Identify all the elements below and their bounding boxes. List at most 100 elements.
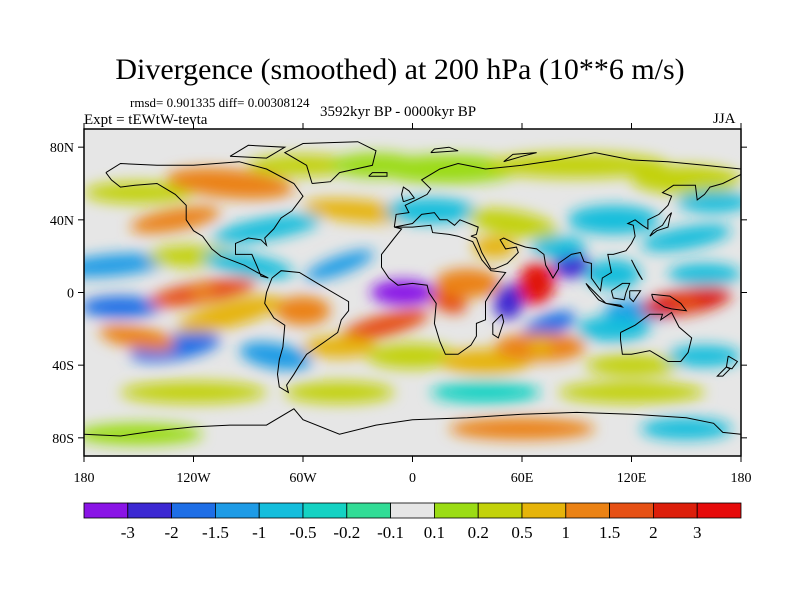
colorbar-label: 2 [649, 523, 658, 542]
coastline [475, 173, 741, 293]
coastline [401, 186, 416, 203]
field-blob [305, 250, 374, 281]
field-core [523, 276, 550, 291]
colorbar-swatch [696, 502, 742, 519]
lon-tick-label: 120E [617, 471, 647, 486]
coastline [105, 161, 304, 279]
coastline [393, 152, 741, 228]
coastline [725, 355, 739, 370]
lon-tick-label: 180 [731, 471, 752, 486]
field-blob [239, 342, 312, 371]
lon-tick-label: 180 [74, 471, 95, 486]
field-core [107, 299, 134, 315]
coastline [651, 293, 688, 312]
field-blob [677, 190, 741, 213]
field-core [454, 276, 481, 291]
field-blob [120, 381, 267, 404]
colorbar-label: -0.1 [377, 523, 404, 542]
field-blob [303, 336, 376, 358]
field-core [171, 339, 198, 355]
field-blob [640, 417, 732, 440]
field-blob [467, 208, 558, 239]
lat-tick-label: 40S [52, 359, 74, 374]
lat-tick-label: 40N [50, 214, 74, 229]
field-core [527, 339, 554, 355]
coastline [605, 302, 625, 308]
field-blob [376, 154, 522, 184]
field-blob [567, 205, 659, 235]
coastline [629, 290, 642, 303]
coastline [283, 141, 377, 184]
colorbar-label: 1.5 [599, 523, 620, 542]
field-blob [531, 236, 586, 258]
field-blob [558, 381, 705, 404]
colorbar-swatch [521, 502, 567, 519]
coastline [394, 212, 479, 237]
colorbar-label: -1.5 [202, 523, 229, 542]
colorbar-swatch [390, 502, 435, 519]
field-blob [366, 343, 459, 369]
coastline [368, 172, 388, 177]
field-blob [585, 354, 678, 377]
field-blob [631, 165, 741, 195]
colorbar-swatch [565, 502, 610, 519]
coastline [264, 270, 350, 394]
lon-tick-label: 0 [409, 471, 416, 486]
colorbar-swatch [433, 502, 479, 519]
colorbar-swatch [653, 502, 698, 519]
field-blob [385, 198, 477, 224]
coastline [229, 144, 287, 159]
period-label: 3592kyr BP - 0000kyr BP [320, 104, 477, 120]
colorbar: -3 -2 -1.5 -1 -0.5 -0.2 -0.1 0.1 0.2 0.5 1 1.5 2 3 [83, 502, 742, 542]
experiment-label: Expt = tEWtW-tevta [84, 112, 208, 128]
colorbar-swatch [258, 502, 304, 519]
field-core [496, 294, 522, 309]
coastline [620, 311, 693, 362]
lon-tick-label: 60W [289, 471, 317, 486]
season-label: JJA [713, 111, 736, 127]
coastline [470, 235, 477, 239]
field-core [673, 294, 700, 309]
colorbar-swatch [346, 502, 391, 519]
field-blob [641, 224, 732, 252]
colorbar-label: 3 [693, 523, 702, 542]
lon-tick-label: 60E [511, 471, 534, 486]
coastline [503, 152, 537, 163]
colorbar-label: 1 [562, 523, 571, 542]
field-blob [668, 263, 741, 286]
colorbar-swatch [214, 502, 260, 519]
coastline [492, 313, 505, 339]
field-blob [585, 259, 641, 289]
field-blob [84, 181, 194, 204]
colorbar-label: -3 [121, 523, 135, 542]
field-core [189, 285, 216, 300]
colorbar-swatch [127, 502, 173, 519]
field-core [372, 317, 398, 333]
field-blob [176, 295, 284, 334]
colorbar-label: -0.2 [333, 523, 360, 542]
field-blob [248, 154, 358, 177]
lat-tick-label: 80N [50, 141, 74, 156]
stats-label: rmsd= 0.901335 diff= 0.00308124 [130, 95, 310, 110]
colorbar-swatch [609, 502, 654, 519]
field-blob [203, 251, 294, 279]
field-blob [284, 381, 395, 404]
field-blob [485, 152, 669, 178]
coastline [430, 146, 459, 154]
colorbar-swatch [83, 502, 129, 519]
field-blob [99, 325, 179, 351]
coastlines [84, 141, 741, 437]
divergence-field [84, 152, 741, 446]
field-blob [166, 168, 294, 199]
field-blob [449, 417, 595, 440]
field-blob [668, 345, 741, 367]
coastline [381, 224, 507, 355]
field-blob [303, 198, 413, 223]
coastline [716, 366, 731, 377]
colorbar-label: -0.5 [290, 523, 317, 542]
colorbar-swatch [477, 502, 523, 519]
coastline [610, 282, 631, 301]
lat-tick-label: 0 [67, 287, 74, 302]
lat-tick-label: 80S [52, 432, 74, 447]
